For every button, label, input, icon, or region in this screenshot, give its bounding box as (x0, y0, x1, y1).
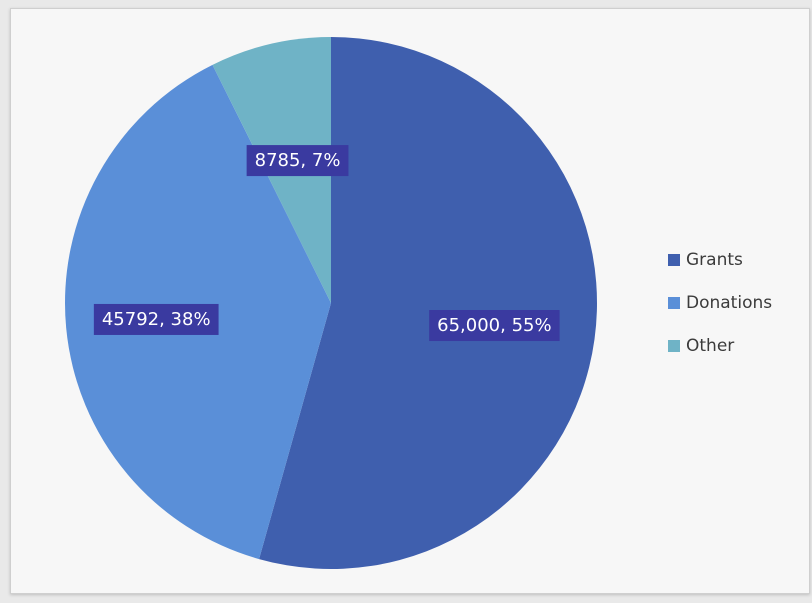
legend-item-other: Other (668, 335, 772, 357)
pie-slices (64, 37, 597, 569)
data-label-text-grants: 65,000, 55% (437, 315, 551, 336)
legend-label-other: Other (686, 336, 735, 356)
pie-chart: 65,000, 55% 45792, 38% 8785, 7% (64, 37, 597, 569)
data-label-other: 8785, 7% (246, 145, 349, 177)
legend-item-donations: Donations (668, 292, 772, 314)
data-label-grants: 65,000, 55% (429, 310, 560, 342)
data-label-box-other (246, 145, 349, 177)
data-label-box-donations (93, 303, 219, 335)
data-label-text-other: 8785, 7% (255, 150, 341, 171)
pie-data-labels: 65,000, 55% 45792, 38% 8785, 7% (93, 145, 560, 342)
data-label-box-grants (429, 310, 560, 342)
legend-swatch-grants (668, 254, 680, 266)
legend-item-grants: Grants (668, 249, 772, 271)
data-label-text-donations: 45792, 38% (102, 309, 211, 330)
legend-swatch-donations (668, 297, 680, 309)
legend-label-grants: Grants (686, 250, 743, 270)
legend: Grants Donations Other (668, 249, 772, 378)
legend-label-donations: Donations (686, 293, 773, 313)
legend-swatch-other (668, 340, 680, 352)
chart-frame: 65,000, 55% 45792, 38% 8785, 7% Grants Don… (10, 8, 810, 594)
data-label-donations: 45792, 38% (93, 303, 219, 335)
